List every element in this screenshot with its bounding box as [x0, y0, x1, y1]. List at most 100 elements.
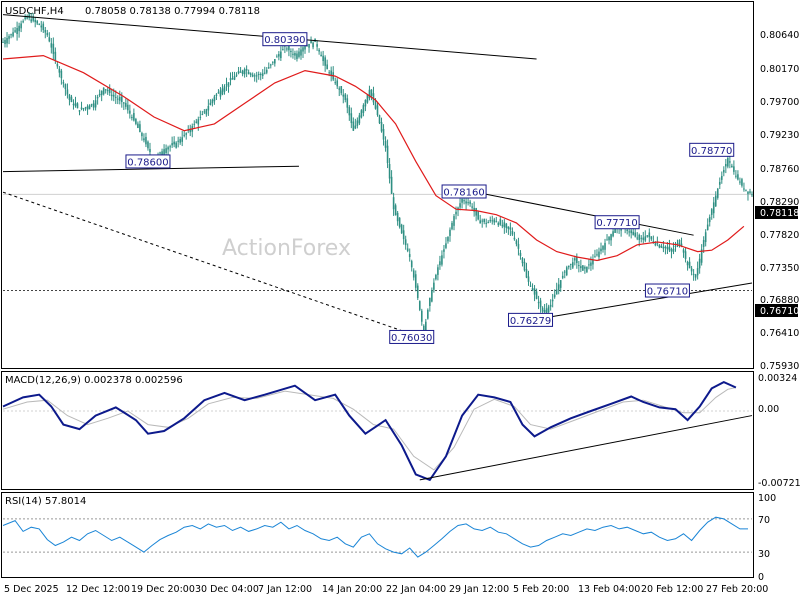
candle-body: [529, 285, 532, 287]
candle-body: [376, 105, 379, 115]
candle-body: [463, 200, 465, 202]
symbol-label: USDCHF,H4: [5, 6, 64, 17]
candle-body: [324, 57, 326, 66]
candle-body: [429, 298, 431, 306]
candle-body: [414, 274, 417, 288]
candle-body: [298, 51, 300, 57]
candle-body: [513, 237, 516, 240]
moving-average-line: [2, 54, 745, 262]
macd-line: [2, 380, 737, 482]
candle-body: [348, 107, 351, 116]
candle-body: [652, 241, 655, 243]
candle-body: [531, 288, 534, 291]
candle-body: [58, 68, 61, 73]
candle-body: [312, 42, 314, 48]
candle-body: [133, 113, 135, 121]
price-annotation-label: 0.76279: [510, 316, 551, 327]
candle-body: [12, 32, 14, 37]
candle-body: [427, 309, 429, 319]
candle-body: [300, 49, 302, 56]
candle-body: [723, 169, 725, 173]
candle-body: [632, 231, 635, 235]
candle-body: [380, 122, 383, 132]
candle-body: [310, 40, 312, 44]
candle-body: [459, 203, 461, 208]
candle-body: [129, 110, 131, 114]
rsi-tick-label: 0: [758, 572, 764, 583]
macd-y-axis: 0.00324 0.00 -0.007214: [758, 373, 800, 489]
candle-body: [374, 102, 377, 109]
candle-body: [66, 89, 69, 95]
candle-body: [42, 23, 45, 30]
candle-body: [614, 228, 616, 233]
candle-body: [227, 82, 230, 87]
candle-body: [702, 239, 705, 247]
candle-body: [52, 43, 55, 54]
candle-body: [20, 23, 22, 29]
candle-body: [481, 220, 483, 222]
candle-body: [388, 163, 391, 179]
candle-body: [223, 86, 226, 92]
candle-body: [368, 89, 371, 99]
candle-body: [382, 129, 385, 140]
candle-body: [94, 100, 97, 108]
candle-body: [586, 266, 588, 272]
candle-body: [668, 246, 671, 251]
candle-body: [714, 195, 717, 207]
candle-body: [678, 239, 681, 247]
candle-body: [352, 121, 355, 131]
candle-body: [495, 221, 498, 223]
chart-marks: 0.80390 0.78600 0.78160 0.77710 0.78770 0.767…: [2, 12, 753, 558]
candle-body: [479, 220, 481, 224]
candle-body: [696, 268, 699, 276]
price-annotation-label: 0.76710: [647, 287, 688, 298]
candle-body: [749, 191, 751, 193]
candle-body: [588, 264, 590, 266]
candle-body: [102, 87, 105, 95]
ohlc-readout: 0.78058 0.78138 0.77994 0.78118: [85, 6, 260, 17]
candle-body: [555, 289, 558, 295]
candle-body: [642, 237, 645, 240]
candle-body: [503, 222, 506, 228]
candle-body: [439, 261, 441, 266]
candle-body: [120, 96, 123, 103]
candle-body: [731, 165, 733, 168]
x-tick-label: 5 Feb 20:00: [513, 584, 569, 595]
price-tick-label: 0.77350: [760, 263, 799, 274]
price-annotation-box: [262, 32, 308, 47]
candle-body: [737, 174, 739, 180]
candle-body: [159, 152, 161, 154]
candle-body: [533, 288, 536, 295]
candle-body: [698, 258, 701, 269]
candle-body: [84, 107, 87, 109]
candle-body: [257, 73, 260, 75]
candle-body: [676, 242, 679, 244]
candle-body: [161, 151, 163, 156]
candle-body: [535, 291, 538, 299]
candle-body: [435, 274, 437, 280]
candle-body: [8, 36, 10, 39]
candle-body: [88, 105, 91, 110]
candle-body: [116, 98, 119, 100]
candle-body: [547, 306, 550, 313]
candle-body: [135, 119, 137, 124]
candle-body: [30, 19, 32, 22]
macd-panel-frame: [1, 371, 754, 490]
candle-body: [423, 325, 425, 334]
candle-body: [735, 175, 737, 177]
candle-body: [330, 70, 332, 77]
candle-body: [718, 181, 721, 185]
macd-trendline: [419, 415, 753, 481]
candle-body: [491, 220, 494, 222]
candle-body: [741, 179, 743, 186]
candle-body: [278, 54, 280, 57]
candle-body: [720, 175, 723, 180]
candle-body: [44, 30, 47, 33]
candle-body: [308, 43, 310, 48]
candle-body: [511, 230, 514, 235]
candle-body: [493, 219, 496, 223]
price-tick-label: 0.77820: [760, 230, 799, 241]
candle-body: [60, 70, 63, 79]
candle-body: [598, 251, 600, 258]
